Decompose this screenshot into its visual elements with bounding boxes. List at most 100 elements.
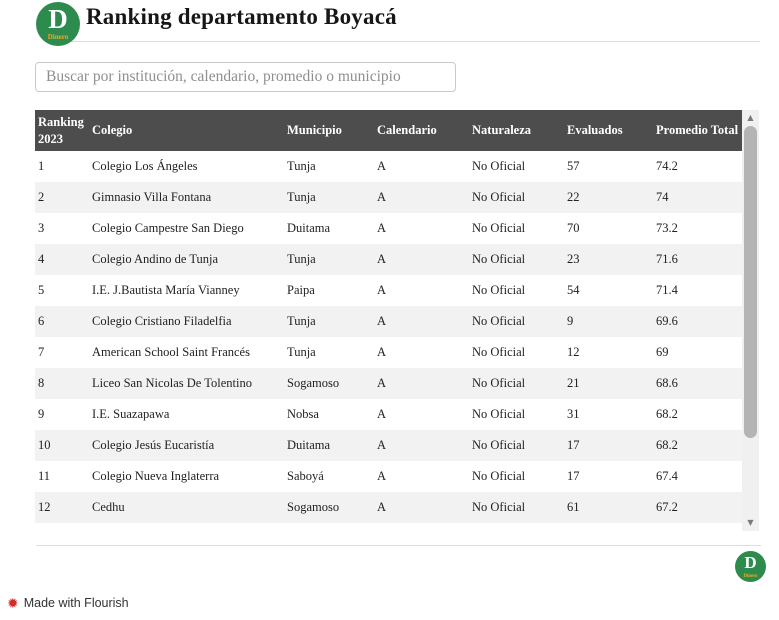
- table-cell: 23: [567, 252, 580, 266]
- table-cell: A: [377, 407, 387, 421]
- table-row: 5 I.E. J.Bautista María Vianney Paipa A No O…: [35, 275, 742, 306]
- table-cell: 11: [38, 469, 51, 483]
- table-cell: Sogamoso: [287, 500, 340, 514]
- table-cell: 22: [567, 190, 580, 204]
- table-cell: 9: [567, 314, 574, 328]
- column-header-evaluados: Evaluados: [567, 123, 623, 138]
- table-row: 3 Colegio Campestre San Diego Duitama A No O…: [35, 213, 742, 244]
- table-cell: Duitama: [287, 221, 331, 235]
- table-cell: 3: [38, 221, 45, 235]
- table-cell: A: [377, 500, 387, 514]
- table-cell: A: [377, 283, 387, 297]
- table-row: 2 Gimnasio Villa Fontana Tunja A No Oficial 2…: [35, 182, 742, 213]
- table-cell: Colegio Los Ángeles: [92, 159, 198, 173]
- table-row: 9 I.E. Suazapawa Nobsa A No Oficial 31 68.2: [35, 399, 742, 430]
- table-row: 6 Colegio Cristiano Filadelfia Tunja A No Of…: [35, 306, 742, 337]
- table-cell: 17: [567, 469, 580, 483]
- table-row: 4 Colegio Andino de Tunja Tunja A No Oficial…: [35, 244, 742, 275]
- page-title: Ranking departamento Boyacá: [86, 4, 397, 29]
- table-cell: 74: [656, 190, 669, 204]
- flourish-credit-link[interactable]: ✹ Made with Flourish: [7, 596, 129, 610]
- table-cell: Liceo San Nicolas De Tolentino: [92, 376, 252, 390]
- column-header-municipio: Municipio: [287, 123, 342, 138]
- flourish-credit-text: Made with Flourish: [23, 596, 129, 610]
- table-cell: No Oficial: [472, 252, 526, 266]
- table-cell: 57: [567, 159, 580, 173]
- table-cell: Tunja: [287, 159, 316, 173]
- table-cell: 4: [38, 252, 45, 266]
- table-cell: 8: [38, 376, 45, 390]
- table-cell: A: [377, 438, 387, 452]
- search-input[interactable]: [35, 62, 456, 92]
- table-cell: Gimnasio Villa Fontana: [92, 190, 212, 204]
- table-row: 12 Cedhu Sogamoso A No Oficial 61 67.2: [35, 492, 742, 523]
- table-cell: 69.6: [656, 314, 678, 328]
- table-cell: Colegio Campestre San Diego: [92, 221, 244, 235]
- table-row: 10 Colegio Jesús Eucaristía Duitama A No Ofi…: [35, 430, 742, 461]
- table-cell: 21: [567, 376, 580, 390]
- table-cell: 70: [567, 221, 580, 235]
- table-cell: Tunja: [287, 252, 316, 266]
- table-cell: Paipa: [287, 283, 315, 297]
- table-row: 8 Liceo San Nicolas De Tolentino Sogamoso A…: [35, 368, 742, 399]
- table-cell: Tunja: [287, 314, 316, 328]
- table-cell: A: [377, 252, 387, 266]
- table-cell: A: [377, 221, 387, 235]
- table-cell: No Oficial: [472, 407, 526, 421]
- dinero-logo-small: D Dinero: [735, 551, 766, 582]
- table-row: 11 Colegio Nueva Inglaterra Saboyá A No Ofic…: [35, 461, 742, 492]
- table-cell: I.E. J.Bautista María Vianney: [92, 283, 240, 297]
- table-cell: 74.2: [656, 159, 678, 173]
- column-header-ranking: Ranking 2023: [38, 115, 84, 146]
- table-cell: 12: [567, 345, 580, 359]
- table-cell: Colegio Jesús Eucaristía: [92, 438, 215, 452]
- table-cell: 2: [38, 190, 45, 204]
- table-cell: No Oficial: [472, 469, 526, 483]
- table-cell: A: [377, 159, 387, 173]
- dinero-logo-small-letter: D: [744, 553, 757, 572]
- table-header-row: Ranking 2023 Colegio Municipio Calendari…: [35, 110, 742, 151]
- column-header-calendario: Calendario: [377, 123, 437, 138]
- table-cell: No Oficial: [472, 159, 526, 173]
- table-cell: A: [377, 345, 387, 359]
- table-cell: 31: [567, 407, 580, 421]
- table-cell: 12: [38, 500, 51, 514]
- table-cell: No Oficial: [472, 190, 526, 204]
- table-cell: Cedhu: [92, 500, 125, 514]
- dinero-logo-letter: D: [48, 4, 68, 34]
- dinero-logo-wordmark: Dinero: [47, 33, 69, 41]
- table-cell: 54: [567, 283, 580, 297]
- table-cell: 9: [38, 407, 45, 421]
- table-cell: Nobsa: [287, 407, 319, 421]
- table-cell: Colegio Cristiano Filadelfia: [92, 314, 232, 328]
- dinero-logo-small-wordmark: Dinero: [743, 573, 758, 579]
- table-cell: 68.6: [656, 376, 678, 390]
- table-cell: 67.4: [656, 469, 678, 483]
- table-cell: 71.4: [656, 283, 678, 297]
- scrollbar-down-icon[interactable]: ▼: [747, 518, 754, 527]
- table-cell: 68.2: [656, 438, 678, 452]
- table-cell: 7: [38, 345, 45, 359]
- table-cell: No Oficial: [472, 345, 526, 359]
- table-cell: No Oficial: [472, 221, 526, 235]
- table-cell: 17: [567, 438, 580, 452]
- table-cell: 61: [567, 500, 580, 514]
- table-cell: No Oficial: [472, 500, 526, 514]
- flourish-icon: ✹: [7, 595, 19, 611]
- scrollbar-up-icon[interactable]: ▲: [747, 113, 754, 122]
- table-cell: No Oficial: [472, 376, 526, 390]
- table-cell: 1: [38, 159, 45, 173]
- table-cell: No Oficial: [472, 438, 526, 452]
- title-divider: [62, 41, 760, 42]
- table-body: 1 Colegio Los Ángeles Tunja A No Oficial 57 74…: [35, 151, 742, 523]
- table-cell: A: [377, 376, 387, 390]
- table-cell: 73.2: [656, 221, 678, 235]
- table-cell: 71.6: [656, 252, 678, 266]
- table-cell: A: [377, 469, 387, 483]
- dinero-logo: D Dinero: [36, 2, 80, 46]
- table-cell: No Oficial: [472, 314, 526, 328]
- table-row: 1 Colegio Los Ángeles Tunja A No Oficial 57 74…: [35, 151, 742, 182]
- scrollbar-thumb[interactable]: [744, 126, 757, 438]
- table-cell: 69: [656, 345, 669, 359]
- table-scrollbar[interactable]: ▲ ▼: [742, 110, 759, 531]
